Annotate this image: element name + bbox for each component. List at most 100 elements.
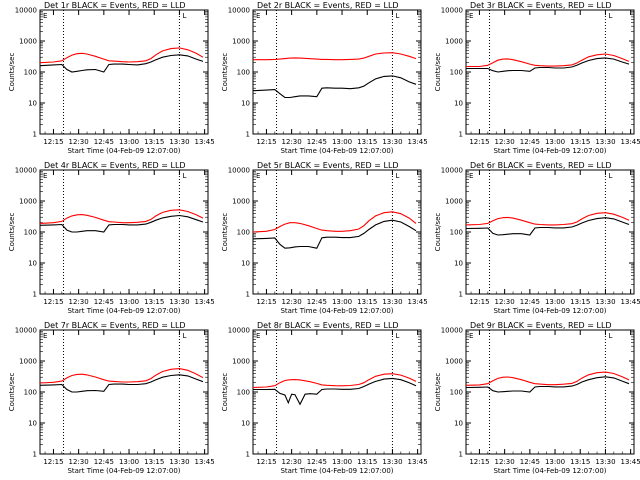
x-axis-label: Start Time (04-Feb-09 12:07:00)	[67, 307, 180, 315]
plot-panel: Det 1r BLACK = Events, RED = LLD 1 10 100 10…	[8, 1, 215, 155]
event-marker-label: E	[256, 332, 260, 340]
x-tick-label: 12:45	[94, 458, 114, 466]
y-axis-label: Counts/sec	[8, 213, 16, 252]
plot-title: Det 1r BLACK = Events, RED = LLD	[44, 1, 186, 10]
x-tick-label: 12:45	[94, 298, 114, 306]
x-tick-label: 12:15	[43, 458, 63, 466]
event-marker-label: E	[256, 172, 260, 180]
x-tick-label: 12:15	[256, 138, 276, 146]
x-axis-label: Start Time (04-Feb-09 12:07:00)	[280, 147, 393, 155]
plot-panel: Det 8r BLACK = Events, RED = LLD 1 10 100 10…	[221, 321, 428, 475]
plot-panel: Det 4r BLACK = Events, RED = LLD 1 10 100 10…	[8, 161, 215, 315]
series-line-lld	[39, 368, 204, 384]
event-marker-label: E	[43, 332, 47, 340]
x-tick-label: 12:30	[495, 298, 515, 306]
plot-panel: Det 3r BLACK = Events, RED = LLD 1 10 100 10…	[434, 1, 640, 155]
y-tick-label: 100	[237, 229, 250, 237]
x-tick-label: 12:15	[469, 458, 489, 466]
x-tick-label: 12:30	[495, 138, 515, 146]
plot-frame	[465, 329, 635, 455]
y-tick-label: 100	[450, 389, 463, 397]
y-tick-label: 100	[237, 389, 250, 397]
series-line-events	[39, 54, 204, 73]
event-marker-label: E	[43, 172, 47, 180]
x-tick-label: 13:00	[119, 138, 139, 146]
series-line-lld	[465, 371, 630, 386]
series-line-events	[39, 214, 204, 233]
x-tick-label: 13:30	[169, 298, 189, 306]
y-tick-label: 10	[28, 420, 37, 428]
x-tick-label: 13:15	[357, 298, 377, 306]
x-tick-label: 12:30	[282, 458, 302, 466]
plot-title: Det 5r BLACK = Events, RED = LLD	[257, 161, 399, 170]
x-tick-label: 13:00	[332, 298, 352, 306]
plot-title: Det 3r BLACK = Events, RED = LLD	[470, 1, 612, 10]
x-tick-label: 13:45	[621, 458, 640, 466]
x-tick-label: 13:45	[195, 458, 215, 466]
x-tick-label: 13:45	[408, 298, 428, 306]
event-marker-label: L	[608, 172, 612, 180]
y-tick-label: 10000	[15, 7, 37, 15]
y-tick-label: 1	[33, 131, 37, 139]
x-tick-label: 13:00	[332, 138, 352, 146]
y-axis-label: Counts/sec	[434, 213, 442, 252]
plot-frame	[39, 329, 209, 455]
y-tick-label: 10	[454, 420, 463, 428]
plot-panel: Det 2r BLACK = Events, RED = LLD 1 10 100 10…	[221, 1, 428, 155]
plot-frame	[465, 9, 635, 135]
x-axis-label: Start Time (04-Feb-09 12:07:00)	[280, 307, 393, 315]
y-tick-label: 1000	[19, 38, 37, 46]
plot-title: Det 7r BLACK = Events, RED = LLD	[44, 321, 186, 330]
event-marker-label: L	[608, 12, 612, 20]
event-marker-label: E	[43, 12, 47, 20]
y-tick-label: 10	[28, 260, 37, 268]
y-tick-label: 1	[246, 451, 250, 459]
x-tick-label: 13:30	[169, 138, 189, 146]
x-tick-label: 13:30	[595, 458, 615, 466]
x-tick-label: 13:15	[357, 458, 377, 466]
x-tick-label: 13:00	[119, 458, 139, 466]
x-tick-label: 13:30	[382, 138, 402, 146]
y-tick-label: 100	[24, 389, 37, 397]
x-tick-label: 13:45	[195, 298, 215, 306]
series-line-lld	[465, 212, 630, 226]
x-tick-label: 12:15	[43, 298, 63, 306]
x-tick-label: 13:15	[570, 458, 590, 466]
y-tick-label: 100	[450, 69, 463, 77]
y-tick-label: 100	[24, 69, 37, 77]
event-marker-label: L	[182, 172, 186, 180]
y-axis-label: Counts/sec	[434, 373, 442, 412]
x-tick-label: 13:00	[332, 458, 352, 466]
y-axis-label: Counts/sec	[221, 213, 229, 252]
plot-title: Det 6r BLACK = Events, RED = LLD	[470, 161, 612, 170]
y-axis-label: Counts/sec	[8, 373, 16, 412]
y-tick-label: 1000	[232, 38, 250, 46]
x-tick-label: 12:15	[256, 298, 276, 306]
x-tick-label: 13:45	[408, 458, 428, 466]
y-tick-label: 10	[241, 260, 250, 268]
y-tick-label: 1000	[19, 358, 37, 366]
y-axis-label: Counts/sec	[8, 53, 16, 92]
x-tick-label: 12:30	[282, 298, 302, 306]
y-axis-label: Counts/sec	[221, 53, 229, 92]
x-tick-label: 12:45	[307, 458, 327, 466]
plot-frame	[39, 9, 209, 135]
series-line-events	[465, 376, 630, 393]
series-line-events	[252, 219, 417, 249]
x-tick-label: 13:00	[545, 458, 565, 466]
y-tick-label: 100	[237, 69, 250, 77]
plot-panel: Det 6r BLACK = Events, RED = LLD 1 10 100 10…	[434, 161, 640, 315]
x-tick-label: 12:45	[520, 138, 540, 146]
x-tick-label: 12:45	[307, 298, 327, 306]
y-tick-label: 1000	[232, 198, 250, 206]
x-tick-label: 13:00	[545, 138, 565, 146]
x-tick-label: 13:30	[169, 458, 189, 466]
y-tick-label: 10000	[441, 327, 463, 335]
y-tick-label: 1	[33, 291, 37, 299]
y-tick-label: 10000	[228, 7, 250, 15]
x-tick-label: 12:30	[69, 458, 89, 466]
y-tick-label: 100	[24, 229, 37, 237]
x-axis-label: Start Time (04-Feb-09 12:07:00)	[493, 467, 606, 475]
y-tick-label: 10000	[15, 327, 37, 335]
event-marker-label: E	[469, 332, 473, 340]
